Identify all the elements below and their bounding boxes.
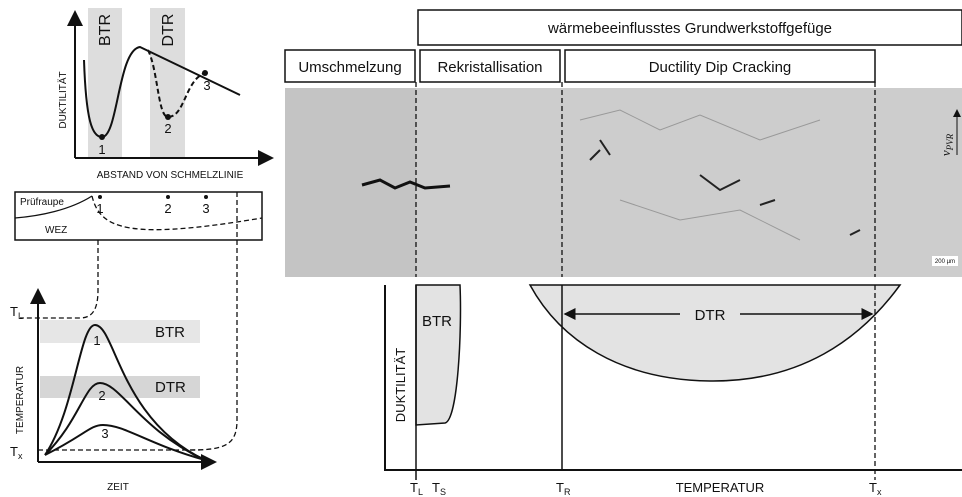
zone-label: BTR	[422, 313, 452, 330]
x-label: ZEIT	[107, 482, 129, 493]
diagram: BTR DTR 1 2 3 DUKTILITÄT ABSTAND VON SCH…	[0, 0, 962, 497]
temp-label: Tx	[869, 480, 882, 497]
curve-label: 2	[98, 388, 105, 403]
zone-label: DTR	[155, 379, 186, 396]
temp-label: TL	[410, 480, 423, 497]
bead-label: Prüfraupe	[20, 197, 64, 208]
zone-label: BTR	[155, 324, 185, 341]
y-label: DUKTILITÄT	[393, 348, 408, 422]
temp-label: TL	[10, 304, 23, 321]
curve-label: 1	[93, 333, 100, 348]
y-label: DUKTILITÄT	[57, 71, 69, 128]
haz-label: WEZ	[45, 225, 67, 236]
region-label: Rekristallisation	[437, 59, 542, 76]
point-label: 3	[202, 201, 209, 216]
ductility-temperature: DTR BTR DUKTILITÄT TEMPERATUR TL TS TR T…	[385, 285, 962, 497]
zone-label: DTR	[695, 307, 726, 324]
ductility-plot: BTR DTR 1 2 3 DUKTILITÄT ABSTAND VON SCH…	[57, 8, 272, 181]
header: wärmebeeinflusstes Grundwerkstoffgefüge	[547, 20, 832, 37]
point-label: 1	[98, 142, 105, 157]
x-label: TEMPERATUR	[676, 480, 765, 495]
temp-label: TR	[556, 480, 571, 497]
y-label: TEMPERATUR	[15, 366, 26, 434]
curve-label: 3	[101, 426, 108, 441]
temp-label: Tx	[10, 444, 23, 461]
point-label: 1	[96, 201, 103, 216]
zone-label: DTR	[160, 14, 177, 47]
micrograph: wärmebeeinflusstes Grundwerkstoffgefüge …	[285, 10, 962, 277]
zone-label: BTR	[97, 14, 114, 46]
thermal-cycles: 1 2 3 BTR DTR TL Tx TEMPERATUR ZEIT	[10, 290, 215, 493]
region-label: Umschmelzung	[298, 59, 401, 76]
point-label: 2	[164, 201, 171, 216]
scale-bar: 200 µm	[935, 259, 955, 265]
point-label: 3	[203, 78, 210, 93]
x-label: ABSTAND VON SCHMELZLINIE	[97, 170, 244, 181]
temp-label: TS	[432, 480, 446, 497]
region-label: Ductility Dip Cracking	[649, 59, 792, 76]
point-label: 2	[164, 121, 171, 136]
